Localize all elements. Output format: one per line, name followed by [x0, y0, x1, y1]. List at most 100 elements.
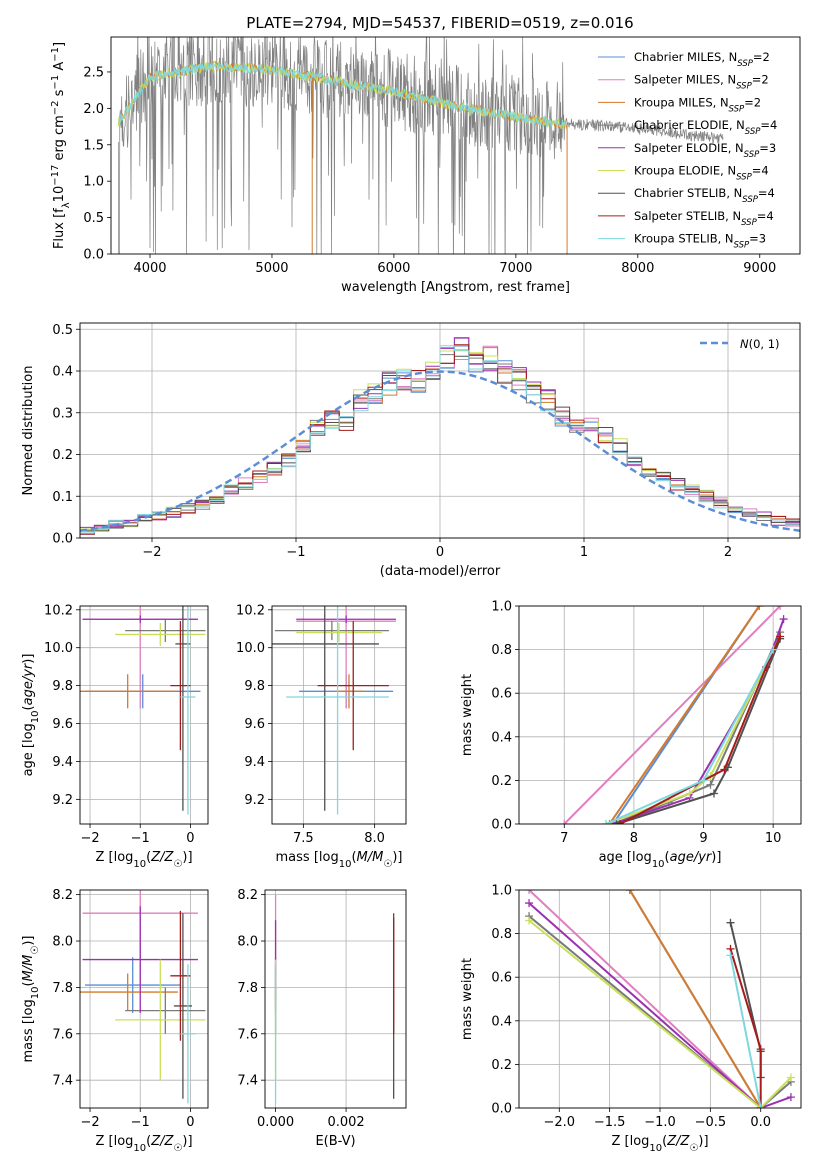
- weight-line-kroupa-stelib: [602, 645, 778, 824]
- axes-frame: [79, 605, 209, 825]
- weight-marker: [756, 1104, 765, 1108]
- label-part: 10: [133, 1143, 146, 1154]
- legend-label-part: =3: [749, 232, 766, 246]
- errorbar-salpeter-elodie: [82, 615, 198, 624]
- y-axis-label: Normed distribution: [21, 366, 36, 496]
- label-part: ☉: [383, 859, 392, 870]
- legend-label-part: Salpeter STELIB, N: [634, 209, 741, 223]
- axes-frame: [264, 889, 407, 1109]
- x-axis-label: age [log10(age/yr)]: [599, 850, 722, 870]
- x-axis-label: Z [log10(Z/Z☉)]: [95, 1134, 192, 1154]
- label-part: age [: [21, 743, 36, 776]
- label-part: 10: [649, 1143, 662, 1154]
- label-part: −2: [50, 100, 61, 115]
- weight-marker: [720, 765, 729, 774]
- gridlines: [265, 890, 406, 1108]
- y-tick-label: 1.5: [83, 138, 104, 153]
- panel-age_vs_Z: −2 −1 09.29.49.69.810.010.2Z [log10(Z/Z☉)]…: [21, 603, 209, 870]
- axes-frame: [79, 889, 209, 1109]
- y-tick-label: 0.4: [52, 365, 73, 380]
- label-part: (: [662, 1134, 667, 1149]
- x-tick-label: −2: [80, 831, 99, 846]
- weight-marker: [602, 820, 611, 824]
- observed-spectrum: [117, 37, 724, 254]
- errorbar-kroupa-elodie: [115, 959, 206, 1081]
- legend-label-part: SSP: [736, 173, 752, 183]
- y-tick-label: 0.6: [491, 971, 512, 986]
- label-part: mass weight: [460, 674, 475, 756]
- plot-area: [560, 606, 788, 824]
- weight-marker: [776, 632, 785, 641]
- x-tick-label: 0.002: [327, 1115, 364, 1130]
- weight-line-path: [628, 890, 762, 1108]
- label-part: ☉: [173, 1143, 182, 1154]
- label-part: −1: [50, 75, 61, 90]
- legend-label: Chabrier MILES, NSSP=2: [634, 50, 770, 69]
- x-tick-label: −1.0: [644, 1115, 676, 1130]
- weight-line-path: [563, 606, 781, 824]
- y-tick-label: 8.0: [52, 935, 73, 950]
- y-tick-label: 10.2: [44, 603, 73, 618]
- y-tick-label: 0.6: [491, 687, 512, 702]
- x-tick-label: 2: [724, 545, 732, 560]
- legend-label-part: SSP: [744, 150, 760, 160]
- weight-marker: [709, 789, 718, 798]
- x-tick-label: 0: [186, 1115, 194, 1130]
- y-tick-label: 9.8: [52, 679, 73, 694]
- y-tick-label: 9.2: [244, 793, 265, 808]
- label-part: (: [146, 1134, 151, 1149]
- y-tick-label: 7.4: [52, 1074, 73, 1089]
- x-tick-label: −1: [131, 1115, 150, 1130]
- weight-line-path: [528, 919, 792, 1108]
- weight-line-salpeter-miles: [560, 606, 785, 824]
- legend-label: Kroupa MILES, NSSP=2: [634, 95, 761, 114]
- x-tick-label: −2: [142, 545, 161, 560]
- label-part: 10: [339, 859, 352, 870]
- y-tick-label: 0.2: [491, 1058, 512, 1073]
- plot-area: [272, 606, 397, 815]
- y-axis-label: Flux [fλ10−17 erg cm−2 s−1 A−1]: [50, 42, 72, 249]
- legend-label-part: Chabrier MILES, N: [634, 50, 737, 64]
- label-part: (: [351, 850, 356, 865]
- weight-marker: [776, 606, 785, 610]
- label-part: 10: [133, 859, 146, 870]
- x-tick-label: −1: [286, 545, 305, 560]
- label-part: −1: [50, 47, 61, 62]
- x-axis-label: wavelength [Angstrom, rest frame]: [341, 280, 570, 295]
- y-tick-label: 2.0: [83, 102, 104, 117]
- y-tick-label: 10.2: [236, 603, 265, 618]
- label-part: 10: [30, 710, 41, 723]
- label-part: Z/Z: [150, 1134, 174, 1149]
- x-tick-label: 8000: [621, 261, 654, 276]
- label-part: (: [665, 850, 670, 865]
- y-tick-label: 9.6: [52, 717, 73, 732]
- x-tick-label: −1: [131, 831, 150, 846]
- gridlines: [80, 606, 208, 824]
- gridlines: [519, 605, 801, 825]
- legend-label-part: Kroupa ELODIE, N: [634, 164, 736, 178]
- x-tick-label: 9: [699, 831, 707, 846]
- errorbar-salpeter-elodie: [82, 906, 198, 1013]
- label-part: 10: [652, 859, 665, 870]
- x-tick-label: 5000: [255, 261, 288, 276]
- x-tick-label: 10: [765, 831, 782, 846]
- label-part: Z [: [611, 1134, 629, 1149]
- label-part: ]: [52, 42, 67, 47]
- label-part: 10: [30, 987, 41, 1000]
- weight-line-path: [612, 618, 785, 824]
- legend: N(0, 1): [700, 337, 780, 351]
- label-part: log: [114, 1134, 134, 1149]
- weight-line-path: [608, 606, 761, 824]
- label-part: )]: [21, 654, 36, 664]
- legend-label-part: Kroupa STELIB, N: [634, 232, 734, 246]
- axes-frame: [271, 605, 407, 825]
- y-tick-label: 0.2: [52, 448, 73, 463]
- label-part: log: [632, 850, 652, 865]
- errorbar-kroupa-stelib: [286, 606, 389, 815]
- legend-label: Salpeter ELODIE, NSSP=3: [634, 141, 776, 160]
- label-part: s: [52, 89, 67, 100]
- y-tick-label: 0.4: [491, 730, 512, 745]
- label-part: A: [52, 62, 67, 75]
- weight-marker: [612, 820, 621, 824]
